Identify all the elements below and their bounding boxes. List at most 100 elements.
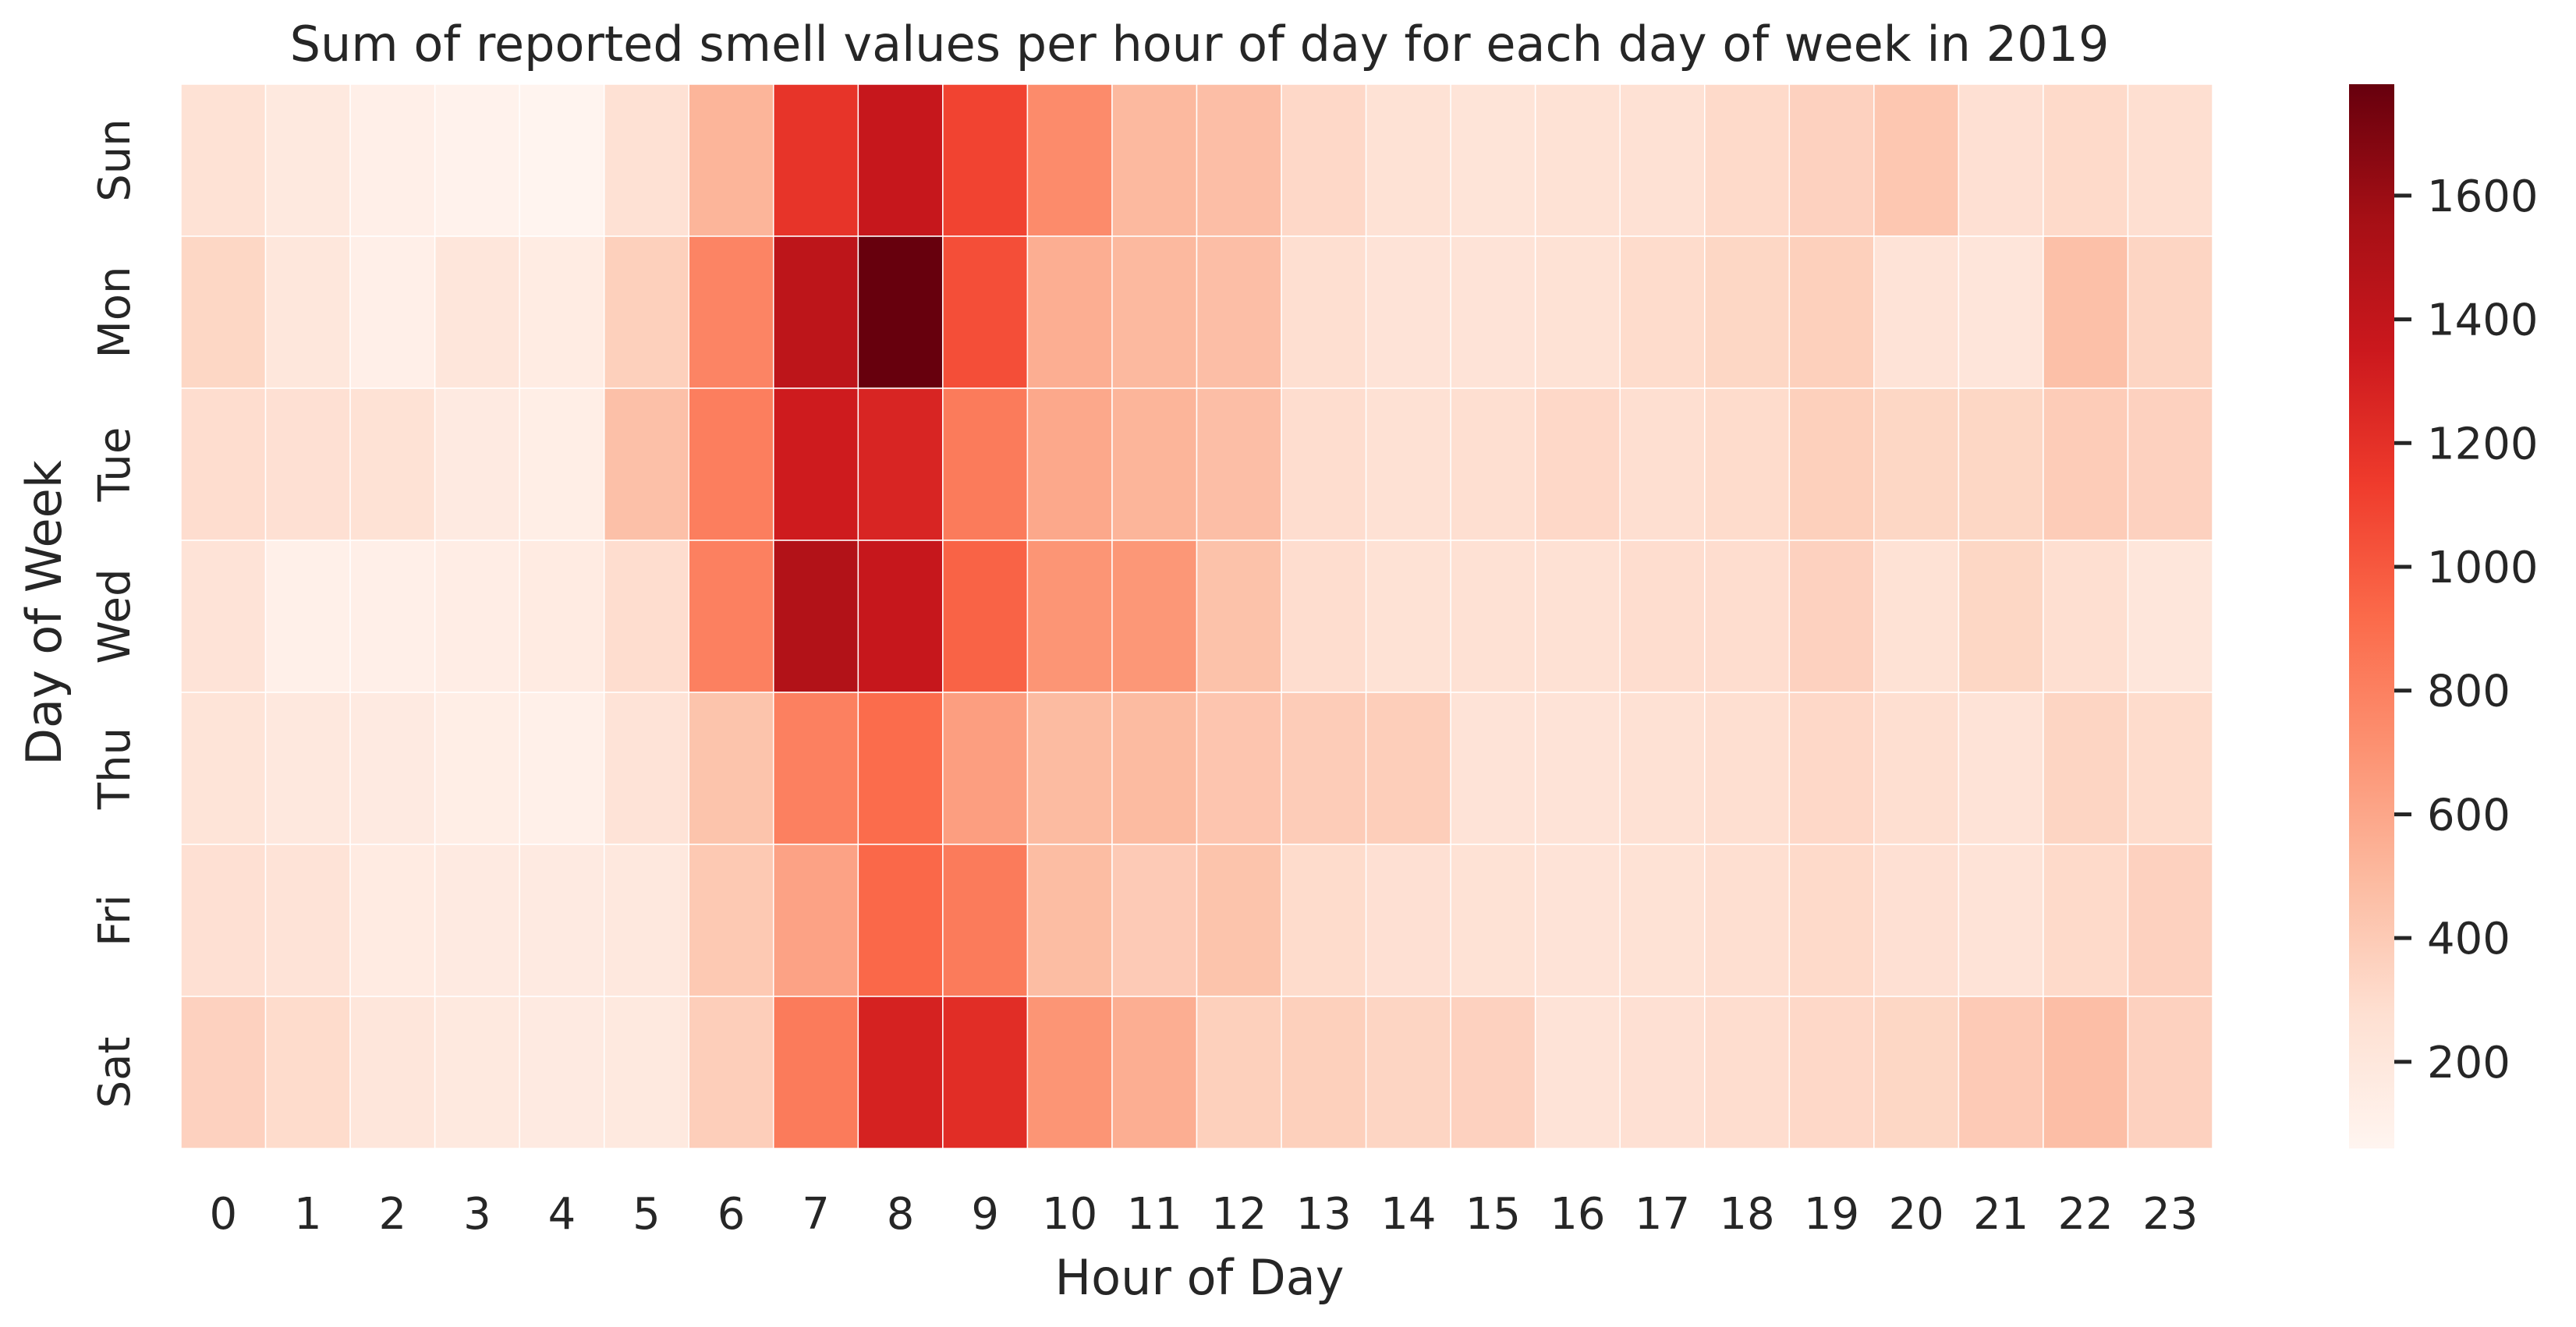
x-tick-label: 3 xyxy=(463,1189,491,1240)
heatmap-cell-wed-17 xyxy=(1619,540,1706,693)
heatmap-cell-sat-8 xyxy=(857,996,944,1149)
heatmap-cell-thu-16 xyxy=(1534,692,1621,845)
colorbar-tick-label: 400 xyxy=(2427,914,2510,964)
heatmap-cell-tue-12 xyxy=(1196,387,1282,541)
heatmap-cell-sat-9 xyxy=(942,996,1029,1149)
x-tick-label: 19 xyxy=(1804,1189,1859,1240)
heatmap-cell-wed-14 xyxy=(1365,540,1451,693)
heatmap-cell-sat-11 xyxy=(1111,996,1198,1149)
heatmap-cell-thu-8 xyxy=(857,692,944,845)
heatmap-cell-thu-7 xyxy=(773,692,859,845)
y-tick-labels: Sun Mon Tue Wed Thu Fri Sat xyxy=(90,119,140,1108)
heatmap-cell-tue-5 xyxy=(603,387,689,541)
heatmap-cell-thu-6 xyxy=(688,692,774,845)
heatmap-cell-tue-21 xyxy=(1958,387,2044,541)
heatmap-cell-mon-15 xyxy=(1450,235,1536,389)
heatmap-cell-mon-13 xyxy=(1281,235,1367,389)
heatmap-cell-sat-0 xyxy=(180,996,267,1149)
x-tick-label: 6 xyxy=(718,1189,746,1240)
heatmap-cell-wed-5 xyxy=(603,540,689,693)
heatmap-cell-mon-23 xyxy=(2127,235,2213,389)
colorbar-tick-label: 1400 xyxy=(2427,295,2539,346)
heatmap-cell-sun-16 xyxy=(1534,83,1621,237)
x-tick-labels: 0 1 2 3 4 5 6 7 8 9 10 11 12 13 14 15 16 17 18 19 20 21 22 23 xyxy=(209,1189,2198,1240)
heatmap-cell-fri-7 xyxy=(773,844,859,997)
heatmap-cell-tue-6 xyxy=(688,387,774,541)
heatmap-cell-mon-20 xyxy=(1873,235,1960,389)
heatmap-cell-wed-15 xyxy=(1450,540,1536,693)
heatmap-cell-mon-22 xyxy=(2043,235,2129,389)
heatmap-cell-mon-7 xyxy=(773,235,859,389)
heatmap-cell-thu-14 xyxy=(1365,692,1451,845)
heatmap-cell-tue-16 xyxy=(1534,387,1621,541)
heatmap-cell-sun-1 xyxy=(264,83,351,237)
heatmap-cell-tue-18 xyxy=(1704,387,1791,541)
heatmap-cell-thu-20 xyxy=(1873,692,1960,845)
heatmap-cell-wed-20 xyxy=(1873,540,1960,693)
heatmap-cell-tue-3 xyxy=(434,387,520,541)
y-tick-label: Fri xyxy=(90,894,140,947)
heatmap-cell-thu-10 xyxy=(1026,692,1113,845)
heatmap-cell-wed-8 xyxy=(857,540,944,693)
heatmap-cell-sun-2 xyxy=(349,83,436,237)
heatmap-cell-sat-23 xyxy=(2127,996,2213,1149)
heatmap-cell-sun-18 xyxy=(1704,83,1791,237)
heatmap-cell-mon-3 xyxy=(434,235,520,389)
heatmap-cell-mon-17 xyxy=(1619,235,1706,389)
heatmap-cell-fri-17 xyxy=(1619,844,1706,997)
heatmap-cell-sun-7 xyxy=(773,83,859,237)
heatmap-cell-mon-12 xyxy=(1196,235,1282,389)
heatmap-cell-sat-1 xyxy=(264,996,351,1149)
heatmap-cell-wed-1 xyxy=(264,540,351,693)
heatmap-cell-tue-13 xyxy=(1281,387,1367,541)
chart-title: Sum of reported smell values per hour of… xyxy=(290,16,2110,73)
heatmap-cell-wed-21 xyxy=(1958,540,2044,693)
heatmap-cell-sat-2 xyxy=(349,996,436,1149)
heatmap-cell-fri-0 xyxy=(180,844,267,997)
heatmap-cell-sat-15 xyxy=(1450,996,1536,1149)
colorbar-tick-label: 200 xyxy=(2427,1038,2510,1088)
heatmap-cell-thu-0 xyxy=(180,692,267,845)
heatmap-cell-mon-4 xyxy=(519,235,605,389)
heatmap-cell-sat-4 xyxy=(519,996,605,1149)
heatmap-cell-sun-17 xyxy=(1619,83,1706,237)
heatmap-cell-tue-9 xyxy=(942,387,1029,541)
heatmap-cell-sun-23 xyxy=(2127,83,2213,237)
heatmap-cell-fri-12 xyxy=(1196,844,1282,997)
heatmap-cell-sun-9 xyxy=(942,83,1029,237)
heatmap-cell-mon-18 xyxy=(1704,235,1791,389)
y-tick-label: Wed xyxy=(90,568,140,664)
heatmap-cell-sat-13 xyxy=(1281,996,1367,1149)
heatmap-cell-thu-2 xyxy=(349,692,436,845)
x-tick-label: 9 xyxy=(971,1189,999,1240)
heatmap-cell-wed-13 xyxy=(1281,540,1367,693)
heatmap-cell-wed-19 xyxy=(1788,540,1875,693)
x-tick-label: 23 xyxy=(2142,1189,2198,1240)
heatmap-cell-wed-7 xyxy=(773,540,859,693)
heatmap-cell-tue-2 xyxy=(349,387,436,541)
heatmap-cell-sat-3 xyxy=(434,996,520,1149)
heatmap-cell-sun-12 xyxy=(1196,83,1282,237)
heatmap-cell-sat-12 xyxy=(1196,996,1282,1149)
heatmap-cell-wed-10 xyxy=(1026,540,1113,693)
heatmap-cell-thu-4 xyxy=(519,692,605,845)
x-tick-label: 1 xyxy=(294,1189,322,1240)
heatmap-cell-mon-5 xyxy=(603,235,689,389)
colorbar-tick-label: 600 xyxy=(2427,790,2510,840)
heatmap-cell-sun-20 xyxy=(1873,83,1960,237)
heatmap-cell-wed-22 xyxy=(2043,540,2129,693)
heatmap-cell-sat-19 xyxy=(1788,996,1875,1149)
heatmap-cell-wed-0 xyxy=(180,540,267,693)
heatmap-cell-tue-1 xyxy=(264,387,351,541)
heatmap-cell-thu-21 xyxy=(1958,692,2044,845)
heatmap-cell-wed-4 xyxy=(519,540,605,693)
heatmap-cell-fri-15 xyxy=(1450,844,1536,997)
x-tick-label: 15 xyxy=(1465,1189,1521,1240)
heatmap-cell-fri-18 xyxy=(1704,844,1791,997)
heatmap-cell-thu-17 xyxy=(1619,692,1706,845)
heatmap-cell-fri-14 xyxy=(1365,844,1451,997)
heatmap-cell-mon-0 xyxy=(180,235,267,389)
heatmap-cell-sun-21 xyxy=(1958,83,2044,237)
heatmap-cell-sun-0 xyxy=(180,83,267,237)
heatmap-cell-fri-1 xyxy=(264,844,351,997)
